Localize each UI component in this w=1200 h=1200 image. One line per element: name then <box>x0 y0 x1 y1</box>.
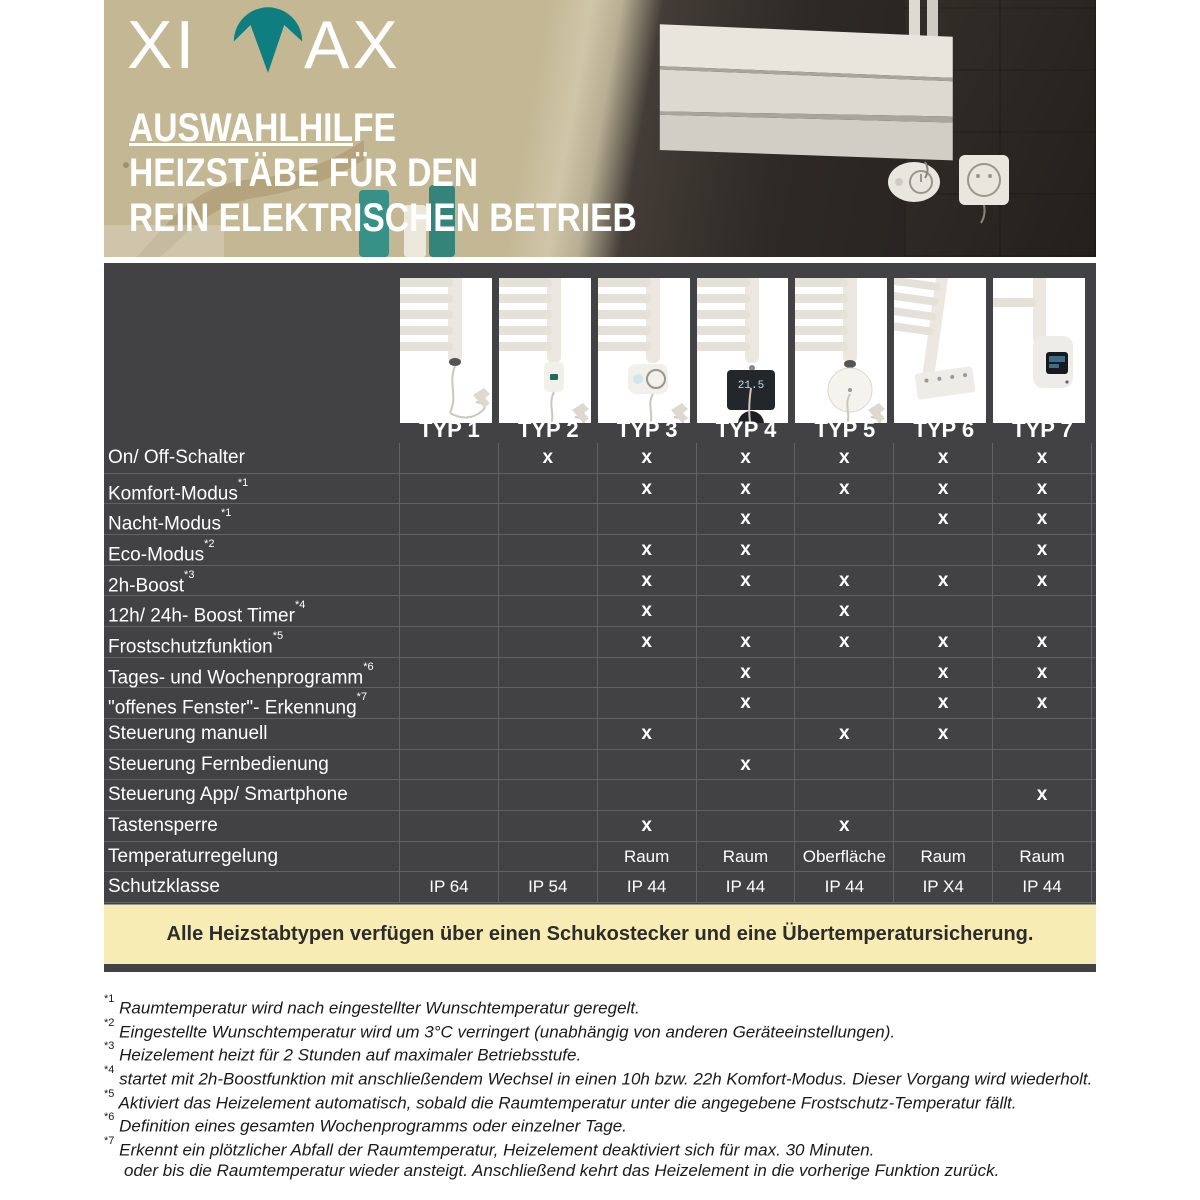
svg-text:XI: XI <box>127 7 197 83</box>
svg-text:AX: AX <box>304 7 401 83</box>
